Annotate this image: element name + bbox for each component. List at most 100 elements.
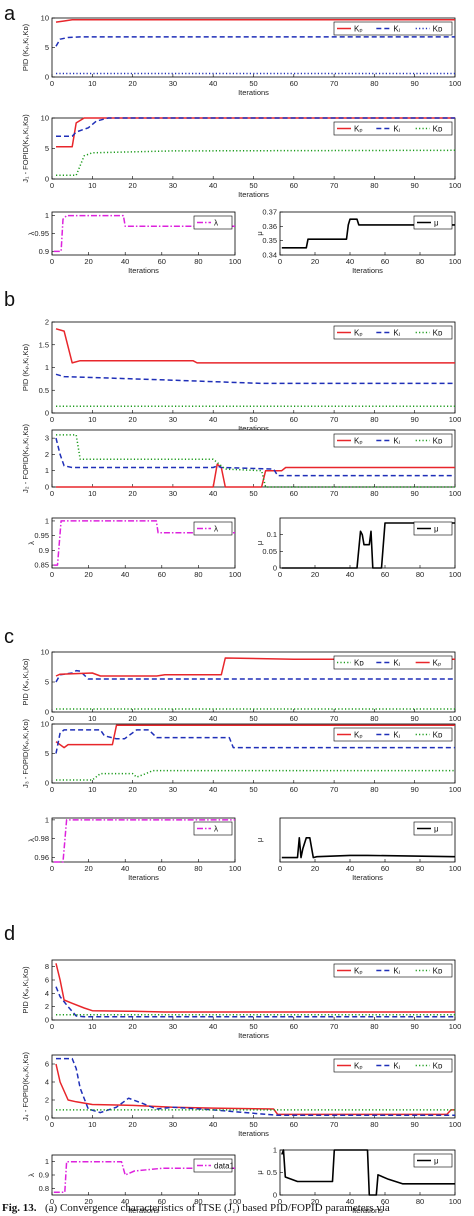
x-tick-label: 40 xyxy=(209,714,217,723)
y-tick-label: 0.96 xyxy=(34,853,49,862)
x-tick-label: 100 xyxy=(449,257,462,266)
y-tick-label: 10 xyxy=(41,648,49,657)
series-group xyxy=(55,328,455,407)
series-line-1 xyxy=(281,522,455,569)
x-tick-label: 70 xyxy=(330,489,338,498)
y-tick-label: 1 xyxy=(45,363,49,372)
x-tick-label: 60 xyxy=(290,489,298,498)
y-tick-label: 4 xyxy=(45,989,49,998)
series-line-1 xyxy=(55,963,455,1013)
legend-label: μ xyxy=(434,219,439,228)
caption-label: Fig. 13. xyxy=(2,1202,37,1214)
legend-label: λ xyxy=(214,825,218,834)
x-tick-label: 20 xyxy=(84,864,92,873)
legend: Kₚ Kᵢ Kᴅ xyxy=(333,325,453,340)
legend-label: Kₚ xyxy=(354,437,363,446)
x-tick-label: 40 xyxy=(209,785,217,794)
x-tick-label: 60 xyxy=(290,1022,298,1031)
x-tick-label: 20 xyxy=(128,785,136,794)
series-line-2 xyxy=(55,986,455,1018)
legend-label: λ xyxy=(214,525,218,534)
x-tick-label: 60 xyxy=(381,1197,389,1206)
x-tick-label: 50 xyxy=(249,785,257,794)
x-tick-label: 30 xyxy=(169,181,177,190)
y-tick-label: 6 xyxy=(45,1060,49,1069)
x-axis-label: Iterations xyxy=(238,1129,269,1138)
series-line-2 xyxy=(56,117,455,138)
y-tick-label: 0.9 xyxy=(39,546,49,555)
x-tick-label: 70 xyxy=(330,714,338,723)
series-line-2 xyxy=(55,437,455,477)
x-tick-label: 50 xyxy=(249,714,257,723)
x-tick-label: 20 xyxy=(311,864,319,873)
x-tick-label: 100 xyxy=(449,415,462,424)
x-tick-label: 80 xyxy=(370,415,378,424)
x-tick-label: 80 xyxy=(416,1197,424,1206)
series-group xyxy=(55,19,455,75)
x-tick-label: 90 xyxy=(411,415,419,424)
x-tick-label: 80 xyxy=(370,714,378,723)
y-tick-label: 0.9 xyxy=(39,1171,49,1180)
x-tick-label: 100 xyxy=(229,864,242,873)
x-tick-label: 50 xyxy=(249,1120,257,1129)
chart-c3: 0 20 40 60 80 100 0.96 0.98 1 Iterations λ λ xyxy=(27,815,241,882)
series-line-3 xyxy=(55,657,455,677)
x-tick-label: 90 xyxy=(411,785,419,794)
series-group xyxy=(56,117,455,177)
x-tick-label: 40 xyxy=(209,1022,217,1031)
x-tick-label: 60 xyxy=(290,181,298,190)
legend: λ xyxy=(193,521,233,536)
legend-label: λ xyxy=(214,219,218,228)
x-tick-label: 0 xyxy=(278,864,282,873)
x-tick-label: 40 xyxy=(346,1197,354,1206)
x-tick-label: 40 xyxy=(209,415,217,424)
y-axis-label: μ xyxy=(255,838,264,842)
series-line-2 xyxy=(55,373,455,385)
x-tick-label: 20 xyxy=(311,257,319,266)
legend-box xyxy=(333,21,453,36)
panel-letter-a: a xyxy=(4,3,16,25)
x-tick-label: 30 xyxy=(169,79,177,88)
x-tick-label: 60 xyxy=(158,864,166,873)
y-axis-label: J₂ - FOPID(Kₚ,Kᵢ,Kᴅ) xyxy=(21,424,30,493)
y-tick-label: 1 xyxy=(45,1157,49,1166)
y-axis-label: J₄ - FOPID(Kₚ,Kᵢ,Kᴅ) xyxy=(21,1051,30,1121)
x-tick-label: 0 xyxy=(50,257,54,266)
y-tick-label: 0.35 xyxy=(262,236,277,245)
panel-letter-b: b xyxy=(4,289,15,311)
x-tick-label: 100 xyxy=(449,785,462,794)
legend-label: Kₚ xyxy=(433,659,442,668)
legend-label: Kᴅ xyxy=(433,125,443,134)
y-axis-label: PID (Kₚ,Kᵢ,Kᴅ) xyxy=(21,23,30,71)
series-line-1 xyxy=(281,1149,455,1196)
legend-label: Kₚ xyxy=(354,731,363,740)
y-axis-label: PID (Kₚ,Kᵢ,Kᴅ) xyxy=(21,658,30,706)
chart-c4: 0 20 40 60 80 100 Iterations μ μ xyxy=(255,817,462,882)
plot-frame xyxy=(279,517,456,569)
legend: Kₚ Kᵢ Kᴅ xyxy=(333,121,453,136)
x-tick-label: 0 xyxy=(50,1022,54,1031)
x-tick-label: 20 xyxy=(84,570,92,579)
x-tick-label: 40 xyxy=(346,864,354,873)
x-tick-label: 0 xyxy=(50,785,54,794)
x-tick-label: 100 xyxy=(449,864,462,873)
chart-d1: 0 10 20 30 40 50 60 70 80 90 100 0 2 4 6 8 Iterations PID… xyxy=(21,959,461,1040)
series-group xyxy=(55,657,455,710)
legend-label: μ xyxy=(434,525,439,534)
y-tick-label: 1 xyxy=(45,815,49,824)
x-tick-label: 90 xyxy=(411,1120,419,1129)
series-group xyxy=(281,1149,455,1196)
x-tick-label: 80 xyxy=(370,181,378,190)
x-axis-label: Iterations xyxy=(238,1031,269,1040)
legend: λ xyxy=(193,215,233,230)
y-tick-label: 5 xyxy=(45,144,49,153)
x-tick-label: 10 xyxy=(88,79,96,88)
legend-label: Kₚ xyxy=(354,1062,363,1071)
legend-label: Kᵢ xyxy=(393,731,400,740)
x-tick-label: 90 xyxy=(411,1022,419,1031)
y-axis-label: λ xyxy=(27,541,36,545)
y-tick-label: 0.5 xyxy=(267,1168,277,1177)
legend-label: Kᴅ xyxy=(433,25,443,34)
x-tick-label: 100 xyxy=(229,1197,242,1206)
